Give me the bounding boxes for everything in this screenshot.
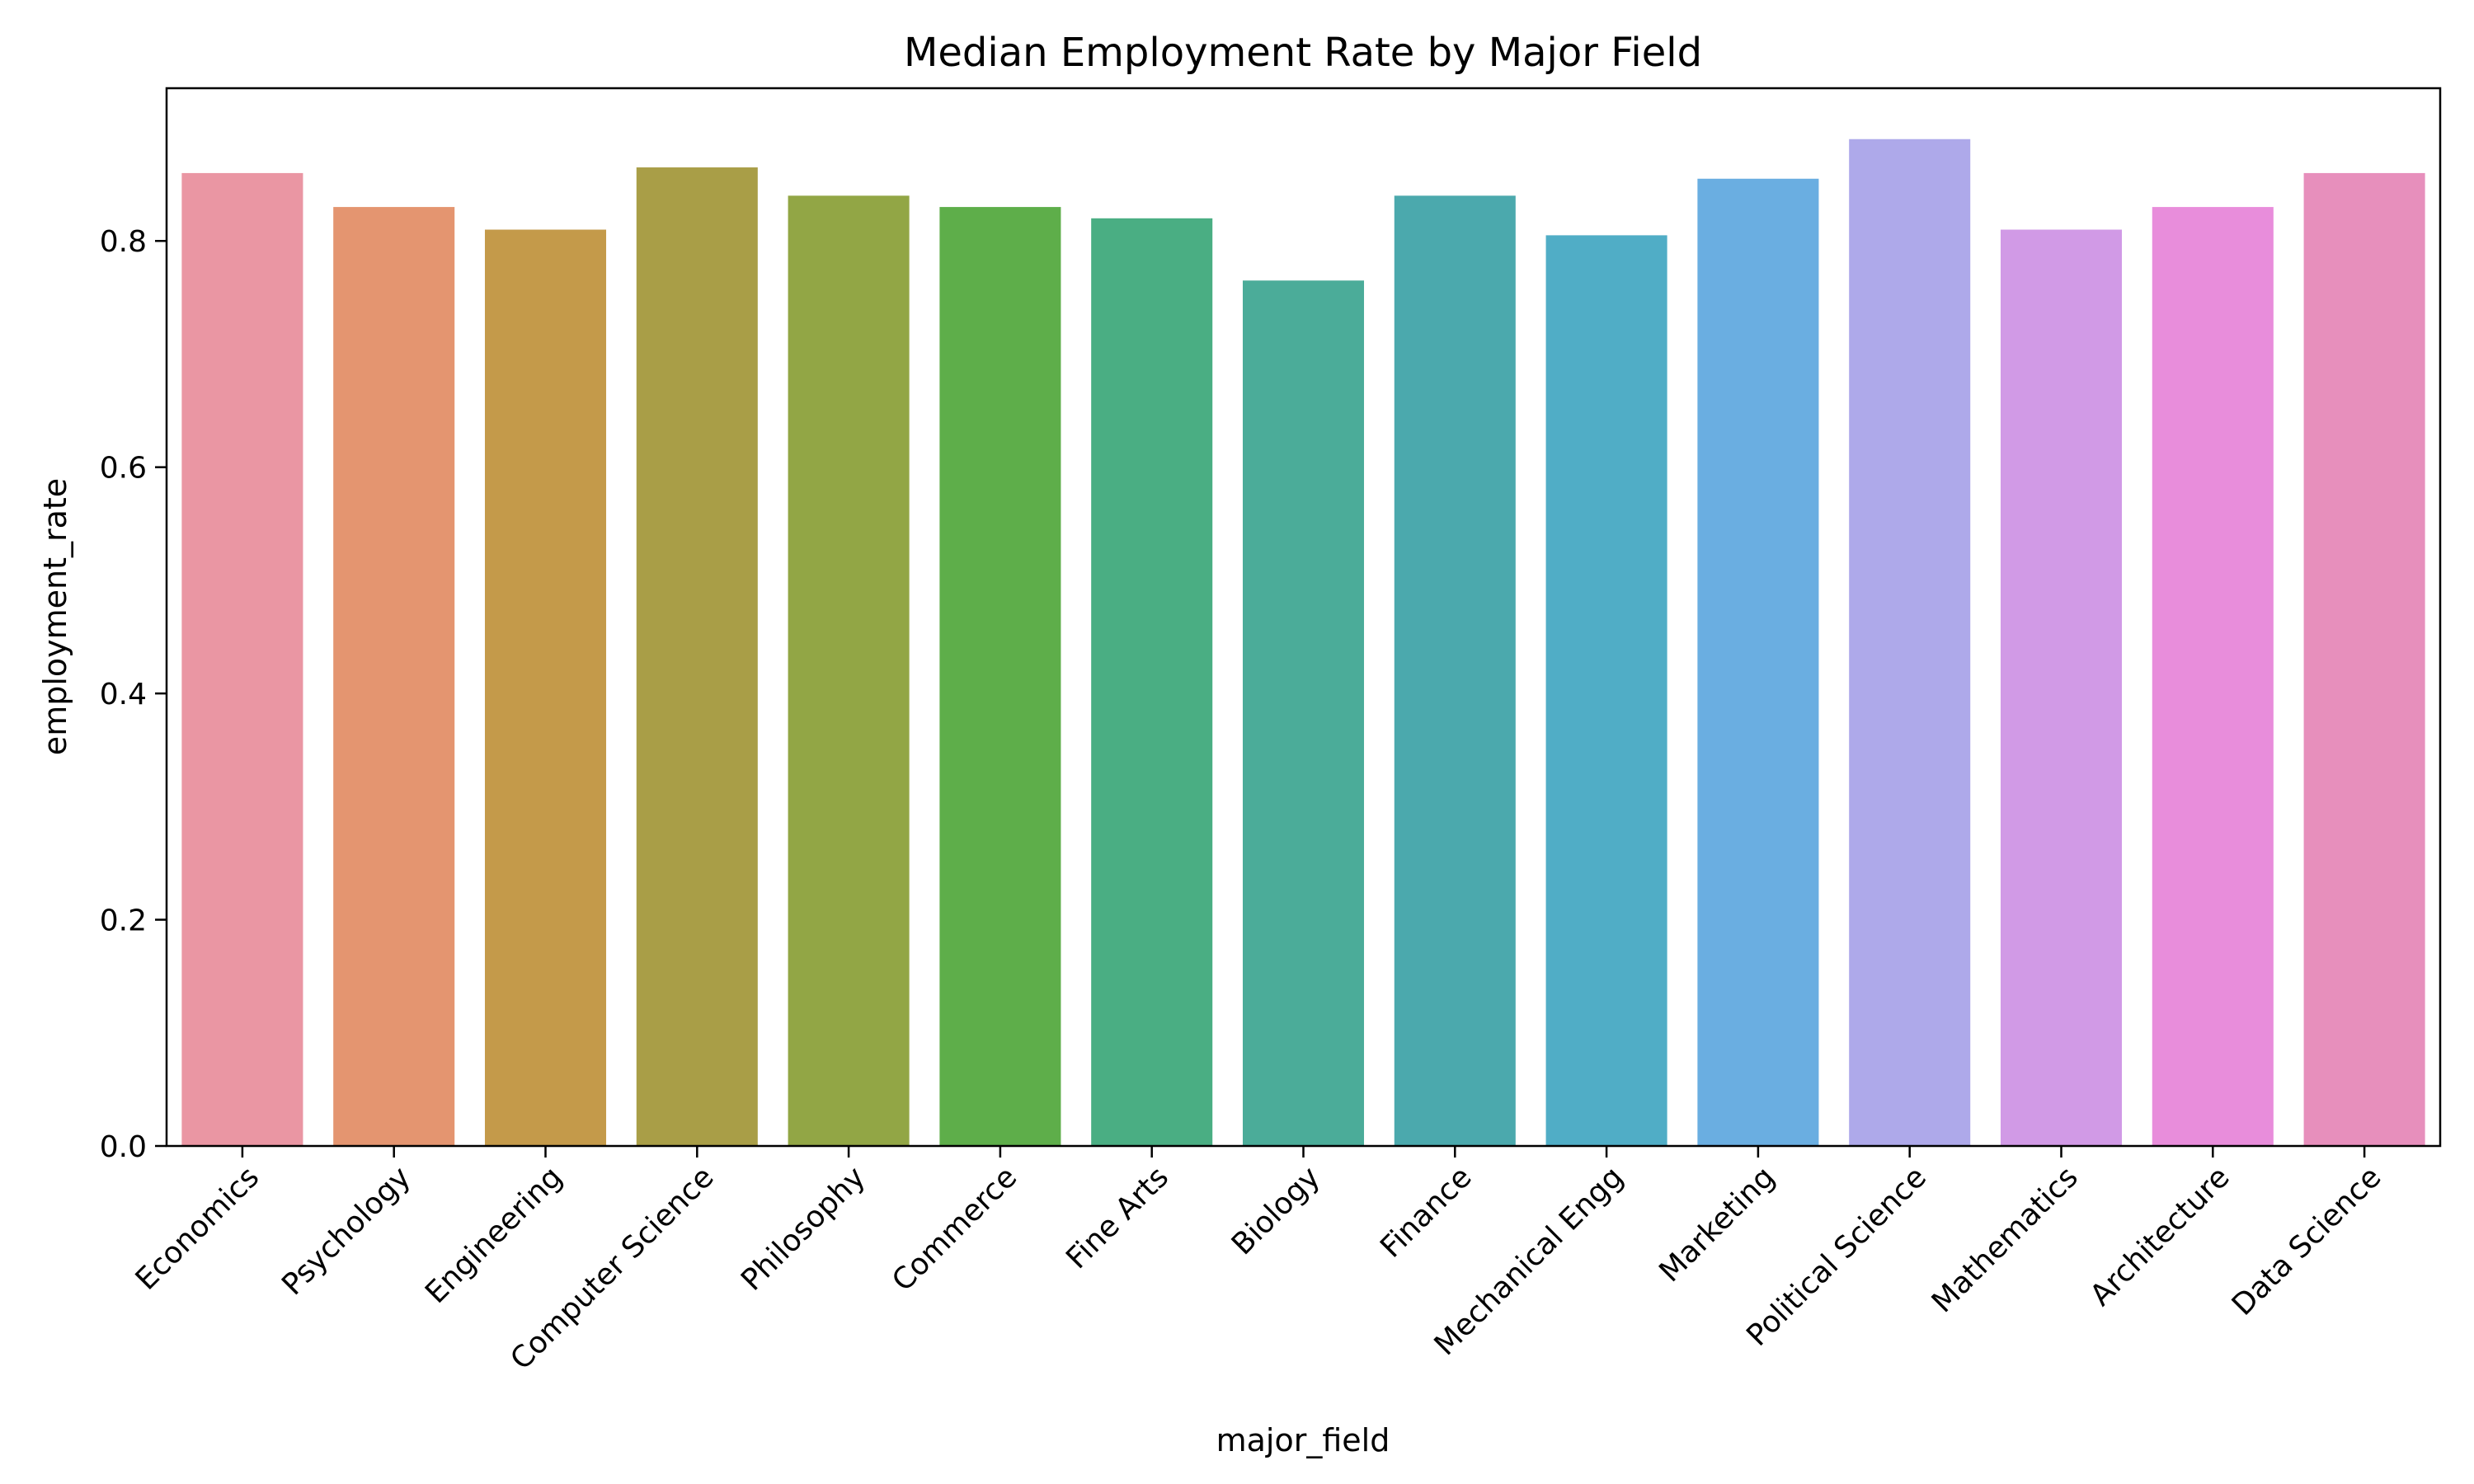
bar-commerce	[939, 207, 1061, 1147]
x-tick-label: Commerce	[886, 1160, 1023, 1298]
y-tick-label: 0.6	[100, 452, 147, 486]
bar-psychology	[333, 207, 455, 1147]
x-tick-label: Philosophy	[735, 1160, 872, 1297]
chart-title: Median Employment Rate by Major Field	[904, 30, 1702, 76]
x-tick-label: Finance	[1374, 1160, 1478, 1264]
bar-data-science	[2303, 172, 2425, 1147]
bar-engineering	[484, 229, 607, 1147]
bar-computer-science	[636, 167, 758, 1147]
bar-fine-arts	[1091, 218, 1213, 1146]
x-tick-label: Architecture	[2084, 1160, 2236, 1313]
bar-economics	[181, 172, 303, 1147]
x-axis-label: major_field	[1216, 1422, 1390, 1458]
bar-mathematics	[2000, 229, 2123, 1147]
bar-architecture	[2152, 207, 2274, 1147]
x-tick-label: Mathematics	[1926, 1160, 2085, 1319]
bar-finance	[1394, 195, 1516, 1147]
bars-group	[181, 139, 2425, 1147]
y-tick-label: 0.2	[100, 904, 147, 938]
y-tick-label: 0.4	[100, 678, 147, 711]
y-tick-label: 0.8	[100, 225, 147, 259]
x-tick-label: Fine Arts	[1060, 1160, 1175, 1275]
y-axis-label: employment_rate	[37, 478, 73, 755]
x-tick-label: Data Science	[2226, 1160, 2388, 1322]
x-tick-label: Biology	[1225, 1160, 1327, 1261]
y-axis: 0.0 0.2 0.4 0.6 0.8	[100, 225, 167, 1164]
bar-marketing	[1697, 178, 1819, 1147]
x-tick-label: Engineering	[419, 1160, 569, 1310]
x-tick-label: Economics	[129, 1160, 266, 1296]
bar-philosophy	[788, 195, 910, 1147]
x-tick-label: Marketing	[1653, 1160, 1781, 1289]
bar-political-science	[1849, 139, 1971, 1146]
y-tick-label: 0.0	[100, 1130, 147, 1164]
x-tick-label: Psychology	[275, 1160, 417, 1302]
bar-biology	[1242, 280, 1365, 1147]
bar-mechanical-engg	[1545, 235, 1667, 1147]
